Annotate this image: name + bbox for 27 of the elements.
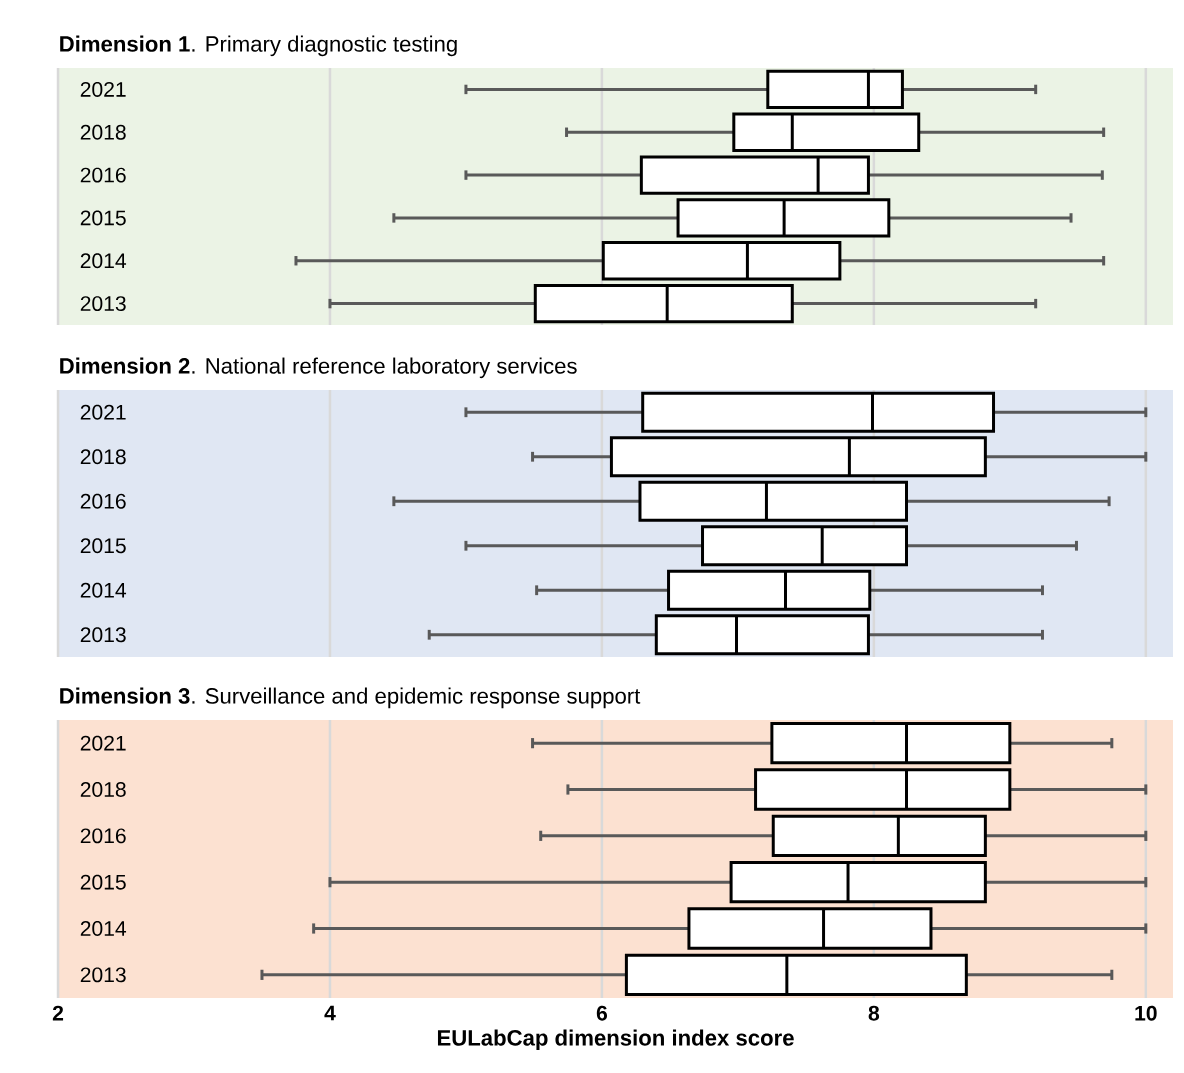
- x-tick-label: 4: [324, 1005, 336, 1021]
- y-tick-label: 2018: [80, 124, 126, 140]
- y-tick-label: 2021: [80, 735, 126, 751]
- x-axis-title: EULabCap dimension index score: [437, 1029, 794, 1051]
- y-tick-label: 2013: [80, 967, 126, 983]
- y-tick-label: 2014: [80, 921, 127, 936]
- y-tick-label: 2015: [80, 210, 126, 226]
- x-tick-label: 8: [868, 1005, 880, 1021]
- y-tick-label: 2013: [80, 296, 126, 312]
- chart-title: Dimension 2. National reference laboratory services: [60, 357, 577, 379]
- y-tick-label: 2021: [80, 404, 126, 420]
- y-tick-label: 2018: [80, 449, 126, 465]
- y-tick-label: 2014: [80, 253, 127, 269]
- y-tick-label: 2013: [80, 627, 126, 643]
- y-tick-label: 2014: [80, 582, 127, 598]
- y-tick-label: 2018: [80, 782, 126, 797]
- chart-title: Dimension 1. Primary diagnostic testing: [60, 35, 457, 57]
- x-tick-label: 10: [1135, 1005, 1157, 1021]
- x-tick-label: 2: [52, 1005, 64, 1021]
- y-tick-label: 2021: [80, 81, 126, 97]
- x-tick-label: 6: [596, 1005, 608, 1021]
- y-tick-label: 2015: [80, 538, 126, 554]
- y-tick-label: 2016: [80, 828, 126, 844]
- y-tick-label: 2015: [80, 874, 126, 890]
- chart-title: Dimension 3. Surveillance and epidemic response support: [60, 687, 641, 709]
- y-tick-label: 2016: [80, 167, 126, 183]
- y-tick-label: 2016: [80, 493, 126, 509]
